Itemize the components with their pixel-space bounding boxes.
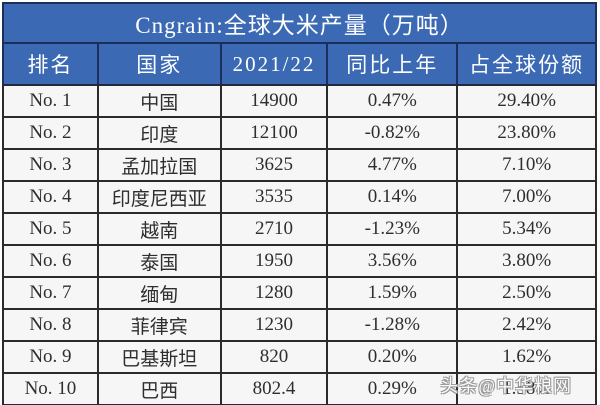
cell-share: 2.42% — [456, 308, 597, 342]
cell-production: 1230 — [219, 308, 329, 342]
col-header-share: 占全球份额 — [456, 42, 597, 86]
cell-share: 5.34% — [456, 212, 597, 246]
cell-production: 12100 — [219, 116, 329, 150]
cell-country: 巴基斯坦 — [96, 340, 222, 374]
col-header-rank: 排名 — [2, 42, 99, 86]
table-row: No. 5 越南 2710 -1.23% 5.34% — [2, 212, 597, 246]
cell-rank: No. 6 — [2, 244, 99, 278]
cell-share: 23.80% — [456, 116, 597, 150]
cell-yoy: -0.82% — [326, 116, 459, 150]
cell-rank: No. 7 — [2, 276, 99, 310]
table-row: No. 8 菲律宾 1230 -1.28% 2.42% — [2, 308, 597, 342]
cell-yoy: -1.23% — [326, 212, 459, 246]
cell-production: 2710 — [219, 212, 329, 246]
cell-production: 3535 — [219, 180, 329, 214]
cell-production: 820 — [219, 340, 329, 374]
title-row: Cngrain:全球大米产量（万吨） — [2, 2, 597, 44]
table-row: No. 6 泰国 1950 3.56% 3.80% — [2, 244, 597, 278]
cell-yoy: 1.59% — [326, 276, 459, 310]
cell-yoy: 0.20% — [326, 340, 459, 374]
cell-rank: No. 1 — [2, 84, 99, 118]
cell-country: 越南 — [96, 212, 222, 246]
table-row: No. 4 印度尼西亚 3535 0.14% 7.00% — [2, 180, 597, 214]
cell-yoy: 3.56% — [326, 244, 459, 278]
cell-yoy: -1.28% — [326, 308, 459, 342]
cell-rank: No. 8 — [2, 308, 99, 342]
col-header-production: 2021/22 — [219, 42, 329, 86]
table-row: No. 1 中国 14900 0.47% 29.40% — [2, 84, 597, 118]
cell-yoy: 4.77% — [326, 148, 459, 182]
cell-country: 中国 — [96, 84, 222, 118]
cell-share: 2.50% — [456, 276, 597, 310]
cell-country: 印度 — [96, 116, 222, 150]
cell-rank: No. 2 — [2, 116, 99, 150]
cell-share: 7.00% — [456, 180, 597, 214]
header-row: 排名 国家 2021/22 同比上年 占全球份额 — [2, 42, 597, 86]
cell-country: 巴西 — [96, 372, 222, 405]
cell-rank: No. 4 — [2, 180, 99, 214]
table-body: No. 1 中国 14900 0.47% 29.40% No. 2 印度 121… — [2, 84, 597, 405]
cell-country: 菲律宾 — [96, 308, 222, 342]
col-header-yoy: 同比上年 — [326, 42, 459, 86]
cell-yoy: 0.14% — [326, 180, 459, 214]
table-row: No. 10 巴西 802.4 0.29% 1.58% — [2, 372, 597, 405]
table-row: No. 3 孟加拉国 3625 4.77% 7.10% — [2, 148, 597, 182]
cell-rank: No. 3 — [2, 148, 99, 182]
cell-yoy: 0.29% — [326, 372, 459, 405]
cell-share: 1.58% — [456, 372, 597, 405]
cell-share: 1.62% — [456, 340, 597, 374]
cell-production: 14900 — [219, 84, 329, 118]
cell-country: 孟加拉国 — [96, 148, 222, 182]
cell-production: 3625 — [219, 148, 329, 182]
col-header-country: 国家 — [96, 42, 222, 86]
cell-country: 印度尼西亚 — [96, 180, 222, 214]
cell-yoy: 0.47% — [326, 84, 459, 118]
cell-rank: No. 5 — [2, 212, 99, 246]
cell-rank: No. 10 — [2, 372, 99, 405]
cell-country: 泰国 — [96, 244, 222, 278]
cell-share: 29.40% — [456, 84, 597, 118]
table-row: No. 2 印度 12100 -0.82% 23.80% — [2, 116, 597, 150]
cell-production: 1280 — [219, 276, 329, 310]
page-title: Cngrain:全球大米产量（万吨） — [2, 2, 597, 44]
cell-rank: No. 9 — [2, 340, 99, 374]
cell-production: 1950 — [219, 244, 329, 278]
cell-share: 7.10% — [456, 148, 597, 182]
cell-production: 802.4 — [219, 372, 329, 405]
table-row: No. 9 巴基斯坦 820 0.20% 1.62% — [2, 340, 597, 374]
cell-share: 3.80% — [456, 244, 597, 278]
table-row: No. 7 缅甸 1280 1.59% 2.50% — [2, 276, 597, 310]
cell-country: 缅甸 — [96, 276, 222, 310]
